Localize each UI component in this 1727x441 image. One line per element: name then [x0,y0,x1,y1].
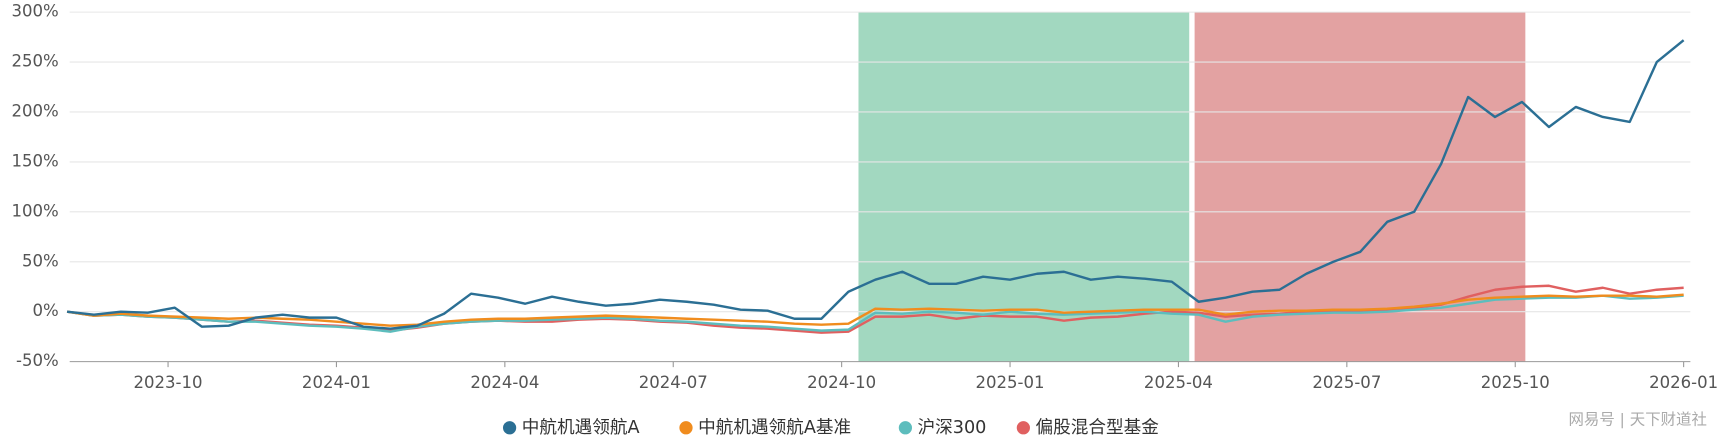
x-tick-label: 2024-10 [807,373,876,392]
y-tick-label: 50% [22,251,59,270]
legend-marker [898,421,913,435]
legend-label: 沪深300 [918,417,987,438]
x-tick-label: 2026-01 [1649,373,1718,392]
series-line [66,294,1684,333]
legend-label: 偏股混合型基金 [1035,417,1159,438]
series-line [66,293,1684,327]
y-tick-label: 250% [11,52,58,71]
x-tick-label: 2024-01 [302,373,371,392]
x-tick-label: 2023-10 [134,373,203,392]
highlight-band [858,12,1190,362]
x-tick-label: 2025-01 [976,373,1045,392]
legend-label: 中航机遇领航A基准 [698,417,851,438]
legend-label: 中航机遇领航A [522,417,640,438]
y-tick-label: 200% [11,101,58,120]
legend-marker [679,421,693,435]
x-tick-label: 2025-07 [1312,373,1381,392]
y-tick-label: 100% [11,201,58,220]
y-tick-label: 150% [11,151,58,170]
x-tick-label: 2025-10 [1481,373,1550,392]
y-tick-label: -50% [16,351,59,370]
legend-marker [1016,421,1030,435]
x-tick-label: 2024-04 [470,373,539,392]
series-line [66,39,1685,330]
legend-marker [502,421,517,435]
x-tick-label: 2024-07 [639,373,708,392]
y-tick-label: 0% [32,301,58,320]
watermark: 网易号 | 天下财道社 [1569,411,1707,429]
x-tick-label: 2025-04 [1144,373,1213,392]
y-tick-label: 300% [11,2,58,21]
